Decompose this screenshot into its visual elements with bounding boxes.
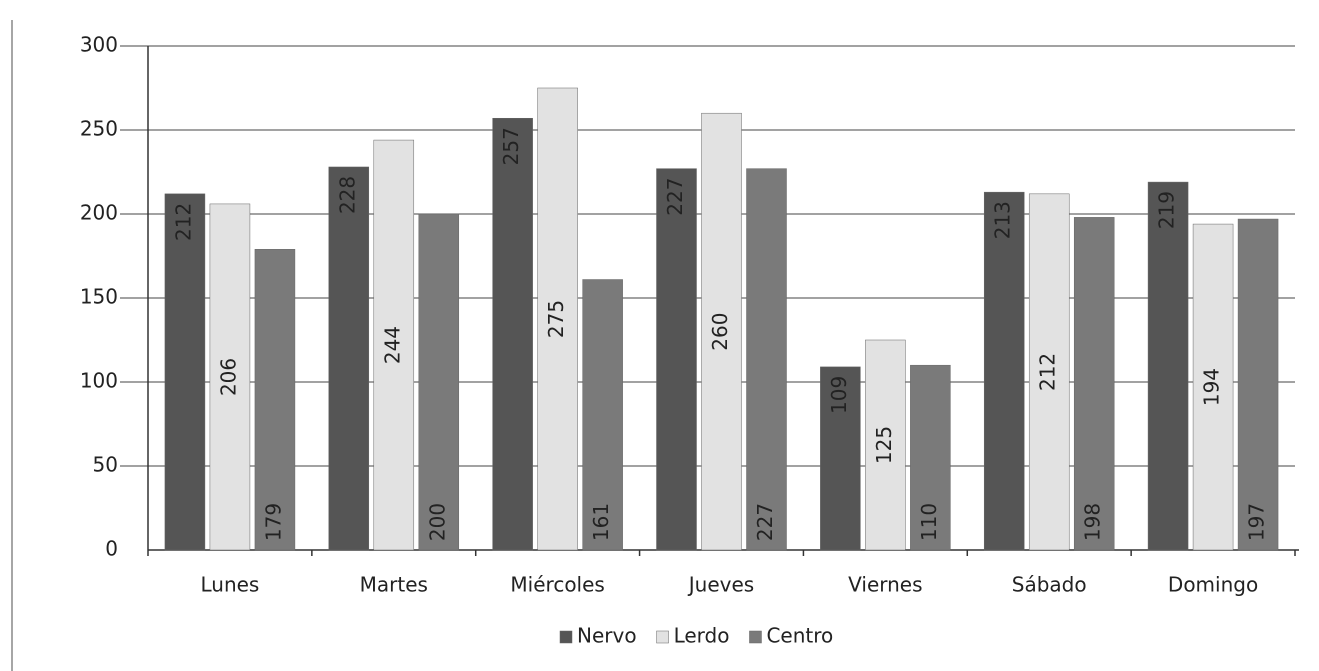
legend-swatch	[656, 630, 669, 644]
y-tick-label: 0	[105, 537, 118, 561]
y-tick-label: 250	[80, 117, 118, 141]
bar	[746, 168, 787, 551]
value-label: 109	[827, 376, 851, 414]
legend-label: Nervo	[577, 624, 637, 648]
bar	[373, 139, 415, 551]
x-tick-label: Jueves	[687, 573, 754, 597]
y-tick-label: 50	[93, 453, 118, 477]
bar	[537, 87, 578, 551]
bar	[701, 112, 742, 551]
value-label: 198	[1081, 503, 1105, 541]
bar	[164, 193, 206, 551]
bar	[1147, 181, 1189, 551]
value-label: 194	[1200, 368, 1224, 406]
x-tick-label: Lunes	[200, 573, 259, 597]
value-label: 125	[872, 426, 896, 464]
value-label: 213	[991, 201, 1015, 239]
value-label: 200	[425, 503, 449, 541]
value-label: 219	[1155, 191, 1179, 229]
value-label: 260	[708, 313, 732, 351]
value-label: 197	[1245, 503, 1269, 541]
value-label: 275	[544, 300, 568, 338]
value-label: 257	[499, 127, 523, 165]
bar	[656, 168, 697, 551]
bar	[254, 249, 296, 551]
y-tick-label: 200	[80, 201, 118, 225]
bar	[492, 117, 533, 551]
bar	[328, 166, 370, 551]
legend-swatch	[559, 630, 573, 644]
bar	[1237, 218, 1279, 551]
bar	[865, 339, 906, 551]
value-label: 244	[380, 326, 404, 364]
x-tick-label: Viernes	[848, 573, 922, 597]
value-label: 179	[261, 503, 285, 541]
bar	[418, 213, 460, 551]
bar	[1073, 217, 1115, 551]
bar	[983, 191, 1025, 551]
value-label: 227	[753, 503, 777, 541]
x-tick-label: Miércoles	[510, 573, 604, 597]
legend-label: Lerdo	[674, 624, 730, 648]
x-tick-label: Domingo	[1168, 573, 1258, 597]
x-tick-label: Martes	[360, 573, 428, 597]
value-label: 161	[589, 503, 613, 541]
bar	[1192, 223, 1234, 551]
value-label: 212	[171, 203, 195, 241]
value-label: 206	[216, 358, 240, 396]
y-tick-label: 150	[80, 285, 118, 309]
y-tick-label: 300	[80, 33, 118, 57]
value-label: 212	[1036, 353, 1060, 391]
value-label: 110	[917, 503, 941, 541]
value-label: 227	[663, 178, 687, 216]
bar	[1028, 193, 1070, 551]
bar	[582, 279, 623, 551]
y-tick-label: 100	[80, 369, 118, 393]
bar	[820, 366, 861, 551]
legend-swatch	[749, 630, 762, 644]
legend-label: Centro	[766, 624, 833, 648]
bar	[209, 203, 251, 551]
bar	[910, 364, 951, 551]
x-tick-label: Sábado	[1012, 573, 1087, 597]
value-label: 228	[335, 176, 359, 214]
